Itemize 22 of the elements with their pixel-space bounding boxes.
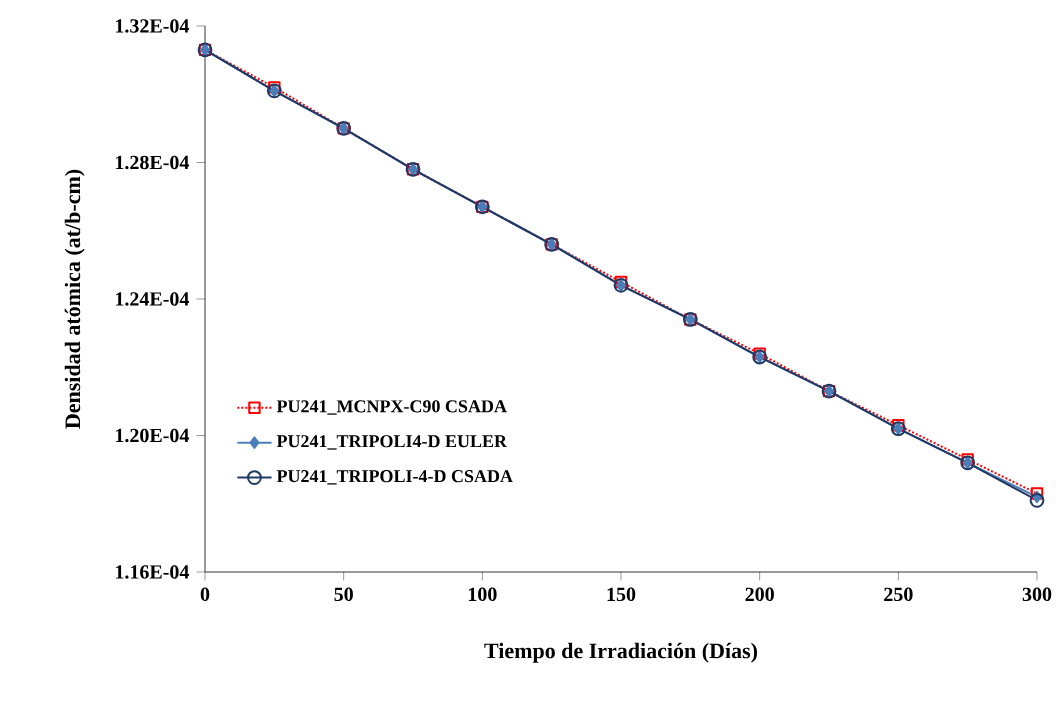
y-axis-title: Densidad atómica (at/b-cm): [64, 169, 85, 429]
legend-label: PU241_TRIPOLI4-D EULER: [276, 435, 508, 450]
x-tick-label: 50: [334, 587, 353, 602]
y-tick-label: 1.32E-04: [116, 19, 190, 33]
point: [1030, 487, 1044, 500]
point: [268, 81, 281, 94]
x-axis-title: Tiempo de Irradiación (Días): [484, 642, 758, 663]
y-tick-label: 1.24E-04: [116, 292, 190, 306]
point: [753, 347, 766, 360]
x-tick-label: 100: [468, 587, 497, 602]
x-tick-label: 150: [607, 587, 636, 602]
y-tick-label: 1.20E-04: [116, 428, 190, 443]
x-tick-label: 250: [884, 587, 913, 602]
legend-label: PU241_TRIPOLI-4-D CSADA: [276, 470, 513, 485]
y-tick-label: 1.28E-04: [116, 155, 190, 170]
point: [614, 275, 628, 289]
y-tick-label: 1.16E-04: [116, 565, 190, 579]
x-tick-label: 0: [200, 587, 210, 602]
x-tick-label: 200: [745, 587, 774, 602]
point: [1029, 492, 1045, 508]
x-tick-label: 300: [1022, 587, 1052, 602]
legend-label: PU241_MCNPX-C90 CSADA: [276, 400, 507, 415]
